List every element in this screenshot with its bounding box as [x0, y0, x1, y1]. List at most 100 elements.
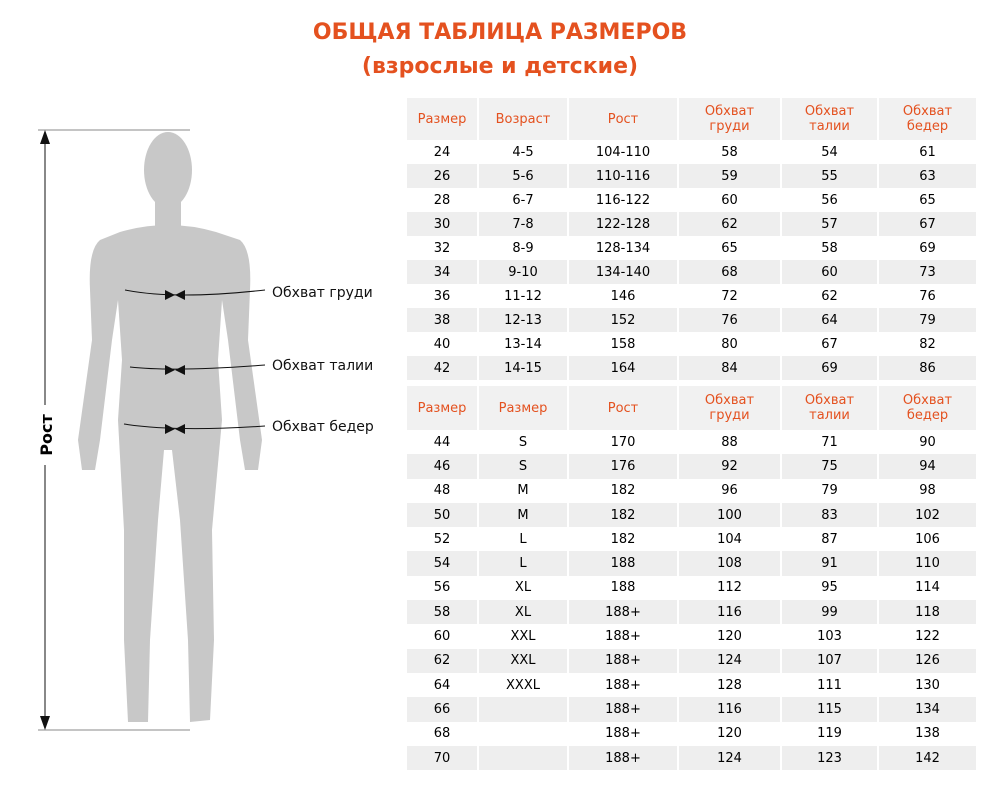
cell: 182: [567, 502, 678, 528]
cell: 48: [405, 478, 478, 503]
row: 70 188+ 124 123 142: [405, 745, 976, 771]
row: 50 M 182 100 83 102: [405, 502, 976, 528]
row: 60 XXL 188+ 120 103 122: [405, 624, 976, 649]
cell: 30: [405, 212, 478, 236]
cell: 66: [405, 697, 478, 722]
row: 24 4-5 104-110 58 54 61: [405, 140, 976, 164]
cell: 138: [877, 721, 976, 746]
cell: 32: [405, 236, 478, 260]
row: 26 5-6 110-116 59 55 63: [405, 164, 976, 188]
row: 28 6-7 116-122 60 56 65: [405, 188, 976, 212]
cell: 124: [677, 745, 781, 771]
cell: 94: [877, 454, 976, 479]
cell: 95: [780, 575, 878, 601]
cell: 152: [567, 308, 678, 332]
cell: 122: [877, 624, 976, 649]
size-table: Размер Размер Рост Обхват груди Обхват талии…: [405, 386, 976, 771]
row: 42 14-15 164 84 69 86: [405, 356, 976, 380]
cell: 79: [877, 308, 976, 332]
cell: 114: [877, 575, 976, 601]
cell: 110-116: [567, 164, 678, 188]
cell: 130: [877, 672, 976, 698]
cell: 68: [677, 260, 781, 284]
cell: 55: [780, 164, 878, 188]
cell: 112: [677, 575, 781, 601]
cell: 124: [677, 648, 781, 673]
cell: 42: [405, 356, 478, 380]
cell: 188+: [567, 697, 678, 722]
cell: 188: [567, 575, 678, 601]
cell: 188+: [567, 672, 678, 698]
cell: 120: [677, 624, 781, 649]
column-header: Размер: [405, 386, 478, 430]
cell: 88: [677, 430, 781, 455]
cell: 104: [677, 527, 781, 552]
cell: 64: [780, 308, 878, 332]
row: 32 8-9 128-134 65 58 69: [405, 236, 976, 260]
row: 48 M 182 96 79 98: [405, 478, 976, 503]
row: 52 L 182 104 87 106: [405, 527, 976, 552]
cell: 67: [780, 332, 878, 356]
cell: 86: [877, 356, 976, 380]
column-header-text: Обхват груди: [704, 393, 755, 423]
cell: 80: [677, 332, 781, 356]
cell: 83: [780, 502, 878, 528]
cell: 40: [405, 332, 478, 356]
cell: 11-12: [477, 284, 568, 308]
cell: 91: [780, 551, 878, 576]
title: ОБЩАЯ ТАБЛИЦА РАЗМЕРОВ: [312, 20, 688, 45]
column-header-text: Обхват талии: [804, 393, 855, 423]
cell: 4-5: [477, 140, 568, 164]
cell: 188: [567, 551, 678, 576]
cell: 118: [877, 600, 976, 625]
cell: 82: [877, 332, 976, 356]
cell: XXL: [477, 624, 568, 649]
cell: 5-6: [477, 164, 568, 188]
hips-label: Обхват бедер: [272, 419, 374, 435]
row: 54 L 188 108 91 110: [405, 551, 976, 576]
header-row: Размер Размер Рост Обхват груди Обхват талии…: [405, 386, 976, 430]
cell: 58: [677, 140, 781, 164]
cell: 73: [877, 260, 976, 284]
cell: 24: [405, 140, 478, 164]
row: 40 13-14 158 80 67 82: [405, 332, 976, 356]
row: 36 11-12 146 72 62 76: [405, 284, 976, 308]
cell: 115: [780, 697, 878, 722]
cell: 70: [405, 745, 478, 771]
cell: 116: [677, 600, 781, 625]
cell: 34: [405, 260, 478, 284]
column-header: Рост: [567, 386, 678, 430]
column-header-text: Возраст: [495, 111, 551, 127]
cell: 61: [877, 140, 976, 164]
header-row: Размер Возраст Рост Обхват груди Обхват тали…: [405, 98, 976, 140]
cell: 79: [780, 478, 878, 503]
waist-label: Обхват талии: [272, 358, 373, 374]
subtitle: (взрослые и детские): [361, 54, 639, 79]
cell: XXL: [477, 648, 568, 673]
cell: 38: [405, 308, 478, 332]
column-header: Обхват талии: [780, 386, 878, 430]
cell: 52: [405, 527, 478, 552]
column-header-text: Размер: [498, 400, 548, 416]
cell: 71: [780, 430, 878, 455]
cell: 158: [567, 332, 678, 356]
cell: 116: [677, 697, 781, 722]
column-header: Обхват бедер: [877, 98, 976, 140]
cell: 103: [780, 624, 878, 649]
row: 56 XL 188 112 95 114: [405, 575, 976, 601]
cell: 65: [877, 188, 976, 212]
cell: 56: [405, 575, 478, 601]
cell: 188+: [567, 721, 678, 746]
cell: L: [477, 527, 568, 552]
cell: 50: [405, 502, 478, 528]
cell: 107: [780, 648, 878, 673]
cell: 58: [780, 236, 878, 260]
cell: 72: [677, 284, 781, 308]
cell: 134-140: [567, 260, 678, 284]
cell: 69: [780, 356, 878, 380]
cell: M: [477, 478, 568, 503]
cell: 119: [780, 721, 878, 746]
cell: 99: [780, 600, 878, 625]
cell: 96: [677, 478, 781, 503]
cell: XL: [477, 600, 568, 625]
